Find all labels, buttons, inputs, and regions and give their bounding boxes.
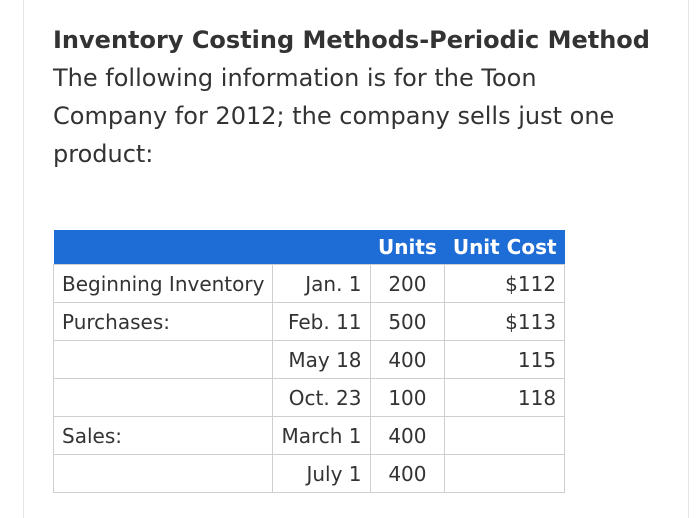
row-unit-cost: 118	[444, 378, 566, 417]
row-date: Oct. 23	[272, 378, 371, 417]
row-label: Sales:	[52, 416, 274, 455]
row-date: Feb. 11	[272, 302, 371, 341]
row-unit-cost: $112	[444, 264, 566, 303]
row-units: 400	[369, 416, 446, 455]
row-date: March 1	[272, 416, 371, 455]
row-label	[52, 340, 274, 379]
problem-statement: Inventory Costing Methods-Periodic Metho…	[53, 21, 653, 173]
row-label: Purchases:	[52, 302, 274, 341]
row-date: May 18	[272, 340, 371, 379]
row-unit-cost	[444, 416, 566, 455]
row-unit-cost: 115	[444, 340, 566, 379]
table-row: Oct. 23 100 118	[52, 378, 566, 417]
table-row: Purchases: Feb. 11 500 $113	[52, 302, 566, 341]
row-label	[52, 378, 274, 417]
table-row: May 18 400 115	[52, 340, 566, 379]
problem-text-line: Company for 2012; the company sells just…	[53, 102, 615, 130]
row-units: 500	[369, 302, 446, 341]
row-label: Beginning Inventory	[52, 264, 274, 303]
row-units: 400	[369, 340, 446, 379]
row-units: 200	[369, 264, 446, 303]
table-header-row: Units Unit Cost	[53, 230, 565, 265]
row-units: 100	[369, 378, 446, 417]
row-label	[52, 454, 274, 493]
row-date: July 1	[272, 454, 371, 493]
header-cell-date	[272, 230, 371, 265]
header-cell-label	[53, 230, 273, 265]
row-unit-cost	[444, 454, 566, 493]
row-date: Jan. 1	[272, 264, 371, 303]
table-row: Sales: March 1 400	[52, 416, 566, 455]
header-cell-unit-cost: Unit Cost	[444, 230, 565, 265]
problem-text-line: The following information is for the Too…	[53, 64, 537, 92]
table-row: July 1 400	[52, 454, 566, 493]
row-unit-cost: $113	[444, 302, 566, 341]
inventory-table: Units Unit Cost Beginning Inventory Jan.…	[52, 230, 566, 493]
row-units: 400	[369, 454, 446, 493]
table-row: Beginning Inventory Jan. 1 200 $112	[52, 264, 566, 303]
problem-text-line: product:	[53, 140, 154, 168]
header-cell-units: Units	[370, 230, 445, 265]
problem-title: Inventory Costing Methods-Periodic Metho…	[53, 26, 650, 54]
